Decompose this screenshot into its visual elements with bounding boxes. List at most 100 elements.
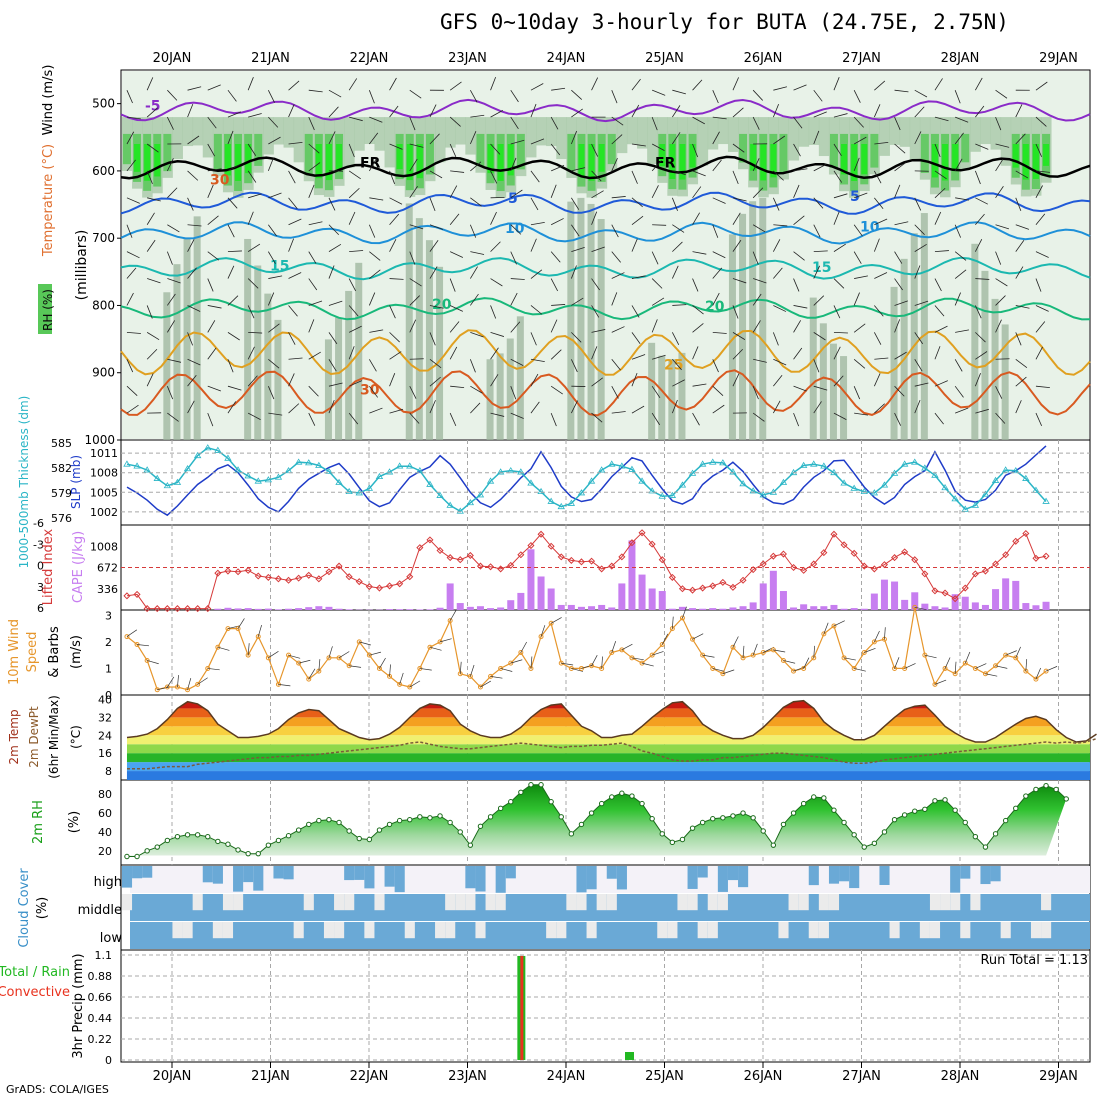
wind-barb: [530, 83, 544, 91]
cloud-cell: [687, 866, 698, 889]
wind-speed-marker: [195, 681, 201, 687]
rh-shade-mid: [920, 133, 929, 173]
wind-barb: [833, 211, 840, 225]
wind-barb: [510, 321, 521, 333]
wind-barb: [470, 197, 482, 207]
rh-shade-lower: [668, 359, 676, 440]
lifted-index-marker: [254, 572, 262, 580]
rh-marker: [356, 835, 362, 842]
wind-barb: [207, 251, 220, 261]
wind-barb: [1015, 305, 1030, 309]
wind-barb: [995, 251, 1002, 265]
cloud-cell: [202, 866, 213, 883]
wind-barb: [591, 278, 600, 291]
wind-barb: [490, 170, 498, 184]
rh-shade-high: [154, 144, 161, 177]
wind-barb: [571, 332, 582, 343]
rh-shade-upper: [273, 117, 284, 145]
wind-barb: [268, 192, 282, 199]
wind-barb: [470, 266, 478, 279]
wind-barb: [773, 86, 788, 91]
wind-speed-marker: [286, 652, 292, 658]
cape-bar: [214, 608, 222, 610]
lifted-index-marker: [537, 530, 545, 538]
x-tick-label-bottom: 25JAN: [645, 1069, 684, 1084]
wind-barb: [409, 116, 416, 131]
rh-shade-high: [406, 144, 413, 181]
wind-barb: [187, 170, 199, 181]
rh-shade-high: [750, 144, 757, 171]
wind-barb: [813, 401, 822, 414]
lifted-index-marker: [699, 584, 707, 592]
x-tick-label-top: 26JAN: [744, 51, 783, 66]
wind-barb: [1015, 266, 1024, 279]
wind-speed-marker: [659, 642, 665, 648]
rh-shade-upper: [546, 117, 557, 147]
cloud-cell: [808, 866, 819, 886]
rh-shade-upper: [344, 117, 355, 168]
y-tick-label-thickness: 585: [51, 437, 72, 450]
cloud-clear-cell: [344, 894, 355, 911]
wind-barb: [348, 278, 357, 292]
thickness-marker: [294, 458, 303, 465]
rh-shade-upper: [647, 117, 658, 165]
rh-marker: [972, 833, 979, 840]
wind-barb: [268, 275, 283, 279]
wind-barb: [349, 250, 364, 253]
wind-barb: [187, 239, 195, 252]
wind-speed-marker: [841, 655, 847, 661]
cape-bar: [567, 604, 575, 610]
surface-wind-barb: [823, 622, 829, 635]
wind-barb: [752, 293, 762, 306]
cape-bar: [820, 606, 828, 610]
rh-shade-lower: [193, 216, 201, 440]
surface-wind-barb: [399, 672, 404, 685]
wind-barb: [793, 347, 803, 360]
wind-barb: [934, 250, 949, 253]
rh-marker: [508, 799, 514, 805]
surface-wind-barb: [591, 655, 598, 666]
thickness-marker: [729, 468, 737, 475]
rh-shade-lower: [1001, 324, 1009, 440]
wind-barb: [692, 170, 706, 177]
y-tick-label-precip: 1.1: [95, 949, 113, 962]
rh-shade-upper: [465, 117, 476, 155]
contour-label: 15: [270, 258, 289, 274]
cape-bar: [891, 581, 899, 610]
rh-marker: [740, 810, 746, 816]
thickness-marker: [840, 479, 848, 486]
lifted-index-marker: [214, 569, 222, 577]
wind-barb: [995, 295, 1006, 306]
wind-barb: [954, 90, 961, 104]
rh-marker: [407, 816, 413, 823]
wind-barb: [187, 332, 193, 346]
wind-barb: [429, 305, 444, 309]
cape-bar: [588, 606, 596, 610]
rh-shade-high: [689, 144, 696, 168]
rh-marker: [669, 839, 676, 846]
wind-barb: [854, 192, 868, 199]
surface-wind-barb: [954, 661, 957, 674]
wind-barb: [954, 158, 963, 172]
wind-barb: [631, 143, 646, 147]
rh-shade-mid: [739, 133, 748, 163]
x-tick-label-bottom: 22JAN: [350, 1069, 389, 1084]
y-tick-label-temp: 24: [98, 729, 112, 742]
lifted-index-marker: [527, 542, 535, 550]
wind-barb: [712, 267, 723, 279]
wind-barb: [550, 116, 559, 130]
dewpoint-line: [127, 737, 1097, 770]
thickness-marker: [638, 477, 646, 484]
thickness-marker: [244, 472, 252, 479]
wind-barb: [934, 116, 949, 122]
y-tick-label-lifted-index: -6: [33, 517, 44, 530]
wind-barb: [167, 358, 182, 363]
y-tick-label-temp: 32: [98, 711, 112, 724]
wind-barb: [975, 77, 983, 91]
wind-barb: [894, 319, 901, 333]
wind-barb: [227, 359, 234, 373]
wind-barb: [328, 197, 336, 211]
wind-barb: [166, 158, 174, 172]
wind-speed-marker: [690, 636, 696, 642]
rh-shade-mid: [304, 133, 313, 175]
